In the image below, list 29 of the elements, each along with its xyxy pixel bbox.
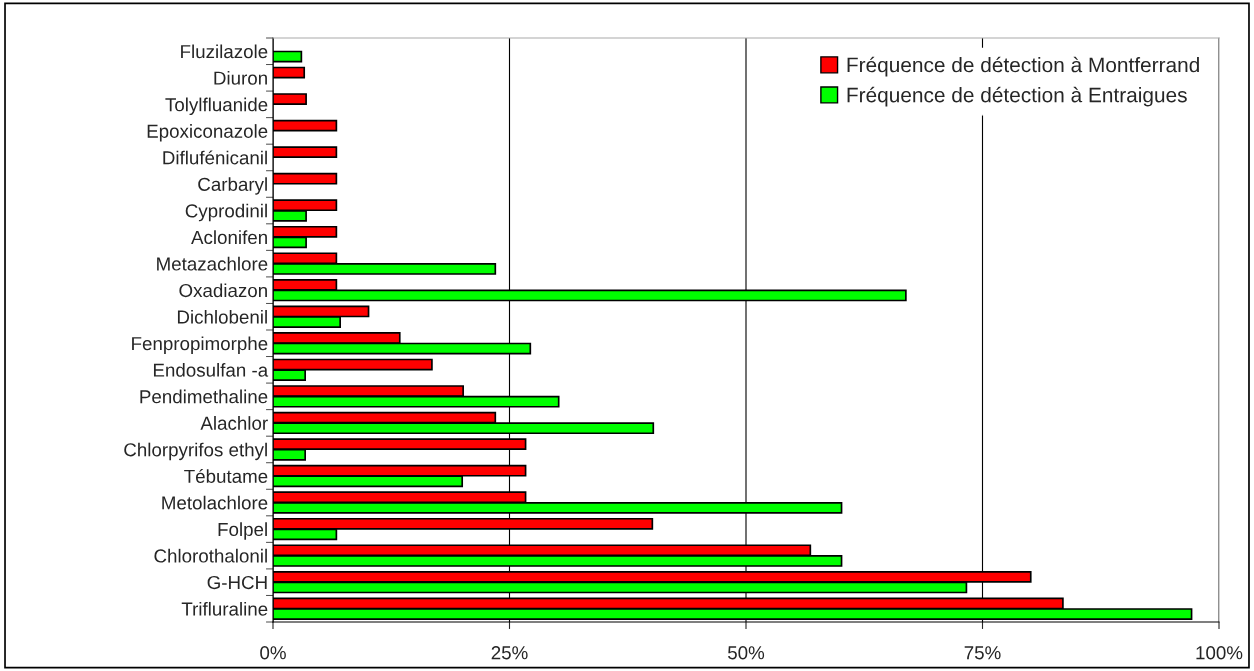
x-tick-label: 0% [260,646,286,660]
y-tick-label: Metazachlore [157,256,268,271]
y-tick-label: Fluzilazole [181,44,268,59]
x-tick-label: 75% [964,646,1001,660]
y-tick-label: Endosulfan -a [153,363,269,377]
x-tick-label: 100% [1196,646,1243,660]
legend-label: Fréquence de détection à Entraigues [847,86,1187,107]
y-tick-label: Tébutame [184,468,268,483]
y-tick-label: Chlorpyrifos ethyl [124,442,267,461]
y-tick-label: Pendimethaline [140,389,268,404]
y-tick-label: Carbaryl [198,177,267,195]
y-tick-label: G-HCH [207,575,267,590]
y-tick-label: Epoxiconazole [147,124,268,142]
y-tick-label: Oxadiazon [179,283,267,298]
y-tick-label: Tolylfluanide [165,97,268,116]
y-tick-label: Fenpropimorphe [132,336,268,354]
y-tick-label: Chlorothalonil [154,548,267,563]
y-tick-label: Cyprodinil [185,203,267,222]
y-tick-label: Dichlobenil [177,309,267,324]
y-tick-label: Folpel [218,522,267,540]
y-tick-label: Trifluraline [181,601,268,616]
y-tick-label: Metolachlore [162,495,268,510]
x-tick-label: 25% [491,646,528,660]
legend-label: Fréquence de détection à Montferrand [847,56,1199,77]
y-tick-label: Diuron [214,71,267,85]
x-tick-label: 50% [727,646,765,660]
y-tick-label: Aclonifen [191,230,267,245]
y-tick-label: Diflufénicanil [163,150,267,165]
y-tick-label: Alachlor [200,416,268,430]
